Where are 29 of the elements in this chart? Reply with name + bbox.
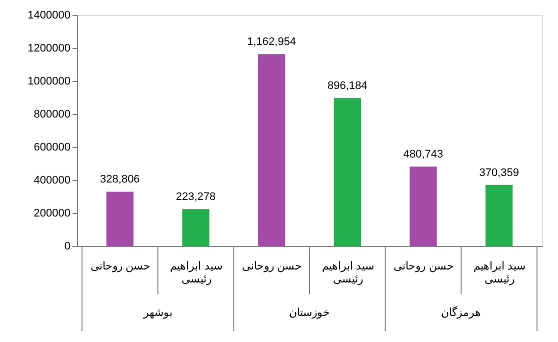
y-tick-label: 800000 xyxy=(34,108,70,120)
y-tick-label: 1200000 xyxy=(28,42,70,54)
x-tick-label: حسن روحانی xyxy=(90,260,150,272)
x-tick-label: سید ابراهیم رئیسی xyxy=(474,260,526,286)
y-tick-label: 200000 xyxy=(34,208,70,220)
text: بوشهر xyxy=(142,307,172,319)
x-tick-label: حسن روحانی xyxy=(394,260,454,272)
y-tick-label: 600000 xyxy=(34,142,70,154)
bar xyxy=(258,54,286,246)
text: خوزستان xyxy=(289,307,330,319)
y-tick-label: 0 xyxy=(64,240,70,252)
y-tick-label: 1000000 xyxy=(28,76,70,88)
data-label: 1,162,954 xyxy=(247,36,296,48)
data-label: 896,184 xyxy=(328,80,368,92)
data-label: 370,359 xyxy=(479,166,519,179)
bar xyxy=(106,192,134,246)
bar xyxy=(486,184,513,246)
data-label: 480,743 xyxy=(403,148,444,161)
bar xyxy=(334,98,361,246)
text: هرمزگان xyxy=(441,306,482,319)
data-label: 223,278 xyxy=(176,191,216,204)
bar xyxy=(410,166,437,246)
x-tick-label: سید ابراهیم رئیسی xyxy=(170,260,222,286)
bar xyxy=(182,209,210,246)
data-label: 328,806 xyxy=(100,174,140,186)
x-tick-label: سید ابراهیم رئیسی xyxy=(322,260,374,286)
y-tick-label: 1400000 xyxy=(28,10,70,22)
y-tick-label: 400000 xyxy=(34,174,70,186)
x-tick-label: حسن روحانی xyxy=(242,260,302,272)
